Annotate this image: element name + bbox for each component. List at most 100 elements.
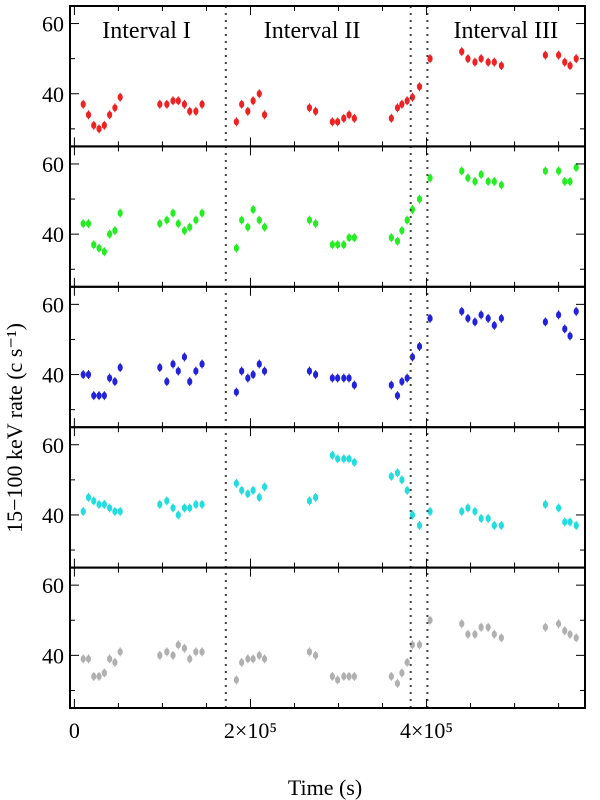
- data-point: [256, 493, 262, 501]
- data-point: [193, 648, 199, 656]
- data-point: [164, 216, 170, 224]
- data-point: [117, 363, 123, 372]
- data-point: [107, 655, 113, 663]
- panel-frame: [69, 426, 586, 569]
- data-point: [80, 370, 86, 379]
- data-point: [239, 367, 245, 375]
- data-point: [409, 205, 416, 214]
- data-point: [96, 500, 102, 509]
- data-point: [404, 374, 410, 382]
- data-point: [567, 630, 573, 638]
- data-point: [498, 634, 504, 642]
- data-point: [567, 177, 573, 186]
- data-point: [261, 223, 268, 231]
- data-point: [404, 97, 410, 105]
- data-point: [562, 518, 568, 526]
- data-point: [170, 360, 176, 368]
- panel-4: [80, 450, 579, 530]
- data-point: [394, 392, 401, 400]
- data-point: [80, 220, 86, 228]
- y-tick-label: 40: [42, 503, 64, 528]
- data-point: [175, 641, 181, 649]
- data-point: [313, 651, 319, 659]
- data-point: [199, 500, 205, 509]
- data-point: [351, 114, 357, 122]
- data-point: [80, 655, 86, 663]
- data-point: [164, 648, 170, 656]
- data-point: [250, 370, 256, 379]
- data-point: [329, 451, 335, 459]
- data-point: [542, 623, 548, 631]
- data-point: [416, 195, 423, 203]
- interval-boundaries: [224, 6, 429, 708]
- data-point: [427, 55, 433, 63]
- data-point: [261, 111, 268, 119]
- x-tick-label: 2×10⁵: [224, 718, 277, 743]
- y-tick-label: 60: [42, 12, 64, 37]
- data-point: [341, 672, 347, 681]
- data-point: [388, 114, 394, 122]
- data-point: [498, 314, 504, 322]
- data-point: [329, 374, 335, 382]
- data-point: [157, 220, 163, 228]
- data-point: [346, 455, 352, 463]
- data-point: [313, 493, 319, 501]
- data-point: [478, 311, 484, 319]
- data-point: [233, 676, 239, 684]
- data-point: [394, 237, 401, 245]
- data-point: [181, 353, 188, 361]
- data-point: [485, 314, 491, 322]
- data-point: [341, 374, 347, 382]
- data-point: [181, 227, 188, 235]
- data-point: [465, 504, 471, 512]
- data-point: [187, 504, 193, 512]
- x-tick-label: 0: [69, 718, 80, 743]
- data-point: [341, 455, 347, 463]
- data-point: [329, 118, 335, 126]
- data-point: [91, 241, 97, 249]
- data-point: [164, 100, 170, 108]
- data-point: [542, 167, 548, 175]
- data-point: [498, 62, 504, 70]
- data-point: [498, 521, 504, 530]
- data-point: [80, 100, 86, 108]
- y-axis-title: 15−100 keV rate (c s⁻¹): [2, 323, 27, 533]
- data-point: [306, 648, 313, 656]
- data-point: [193, 500, 199, 509]
- data-point: [555, 167, 562, 175]
- data-point: [175, 220, 181, 228]
- data-point: [341, 241, 347, 249]
- data-point: [256, 90, 262, 98]
- data-point: [96, 672, 102, 681]
- panel-1: [80, 47, 579, 134]
- data-point: [112, 227, 118, 235]
- data-point: [409, 353, 416, 361]
- data-point: [175, 511, 181, 519]
- data-point: [245, 374, 251, 382]
- interval-label: Interval III: [453, 18, 558, 44]
- data-point: [250, 97, 256, 105]
- points-layer: [80, 47, 579, 688]
- data-point: [478, 55, 484, 63]
- data-point: [459, 167, 465, 175]
- data-point: [187, 655, 193, 663]
- data-point: [409, 511, 416, 519]
- data-point: [472, 507, 478, 516]
- data-point: [404, 486, 410, 494]
- data-point: [96, 392, 102, 400]
- data-point: [335, 118, 341, 126]
- y-tick-label: 40: [42, 82, 64, 107]
- data-point: [313, 370, 319, 379]
- data-point: [491, 321, 497, 330]
- y-tick-label: 60: [42, 433, 64, 458]
- data-point: [573, 307, 579, 315]
- data-point: [485, 623, 491, 631]
- data-point: [399, 100, 405, 108]
- data-point: [239, 100, 245, 108]
- data-point: [245, 490, 251, 498]
- panel-frame: [69, 145, 586, 288]
- data-point: [233, 118, 239, 126]
- data-point: [555, 51, 562, 59]
- data-point: [112, 377, 118, 386]
- data-point: [175, 97, 181, 105]
